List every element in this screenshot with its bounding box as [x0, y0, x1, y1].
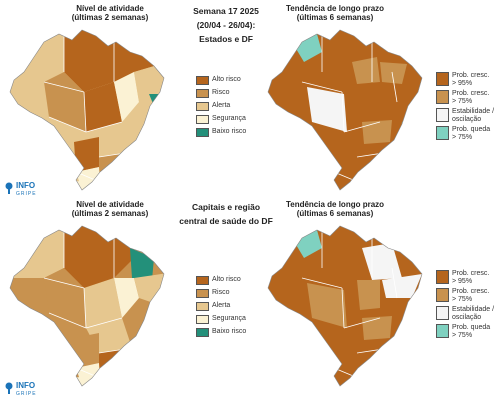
legend-label: Prob. queda > 75%: [452, 126, 491, 141]
legend-swatch: [196, 276, 209, 285]
trend-title-top: Tendência de longo prazo (últimas 6 sema…: [265, 4, 405, 22]
legend-label: Prob. cresc. > 75%: [452, 90, 490, 105]
activity-title-line2: (últimas 2 semanas): [71, 209, 149, 218]
trend-legend-top: Prob. cresc. > 95% Prob. cresc. > 75% Esta…: [436, 72, 500, 152]
legend-label: Estabilidade / oscilação: [452, 108, 495, 123]
virus-icon: [5, 182, 13, 194]
legend-swatch: [196, 89, 209, 98]
legend-swatch: [196, 315, 209, 324]
legend-swatch: [196, 76, 209, 85]
activity-map-capitals: [9, 225, 165, 387]
infogripe-logo-top: INFO GRIPE: [5, 181, 37, 198]
activity-title-bottom: Nível de atividade (últimas 2 semanas): [60, 200, 160, 218]
legend-label: Alto risco: [212, 76, 241, 83]
legend-swatch: [196, 328, 209, 337]
legend-label: Prob. cresc. > 75%: [452, 288, 490, 303]
legend-swatch: [196, 102, 209, 111]
logo-subtext: GRIPE: [16, 391, 37, 397]
center-title-top: Semana 17 2025 (20/04 - 26/04): Estados …: [166, 4, 286, 46]
legend-label: Alto risco: [212, 276, 241, 283]
logo-text: INFO: [16, 181, 36, 190]
trend-title-bottom: Tendência de longo prazo (últimas 6 sema…: [265, 200, 405, 218]
legend-swatch: [436, 108, 449, 122]
legend-swatch: [196, 289, 209, 298]
center-title-top-line2: (20/04 - 26/04):: [196, 20, 256, 30]
trend-legend-bottom: Prob. cresc. > 95% Prob. cresc. > 75% Esta…: [436, 270, 500, 350]
trend-title-line2: (últimas 6 semanas): [296, 13, 374, 22]
legend-swatch: [196, 128, 209, 137]
legend-swatch: [436, 288, 449, 302]
activity-title-line2: (últimas 2 semanas): [71, 13, 149, 22]
center-title-bottom-line1: Capitais e região: [191, 202, 261, 212]
logo-subtext: GRIPE: [16, 191, 37, 197]
legend-label: Baixo risco: [212, 328, 247, 335]
activity-title-line1: Nível de atividade: [76, 4, 144, 13]
legend-swatch: [436, 306, 449, 320]
virus-icon: [5, 382, 13, 394]
legend-label: Alerta: [212, 302, 231, 309]
legend-label: Segurança: [212, 315, 246, 322]
legend-swatch: [436, 90, 449, 104]
legend-label: Alerta: [212, 102, 231, 109]
legend-swatch: [436, 324, 449, 338]
legend-label: Risco: [212, 89, 230, 96]
logo-text: INFO: [16, 381, 36, 390]
infogripe-logo-bottom: INFO GRIPE: [5, 381, 37, 398]
legend-label: Risco: [212, 289, 230, 296]
trend-title-line1: Tendência de longo prazo: [285, 200, 385, 209]
center-title-top-line1: Semana 17 2025: [193, 6, 259, 16]
activity-legend-top: Alto risco Risco Alerta Segurança Baixo …: [196, 76, 266, 156]
legend-swatch: [196, 115, 209, 124]
center-title-bottom: Capitais e região central de saúde do DF: [156, 200, 296, 228]
trend-map-capitals: [267, 225, 423, 387]
activity-map-states: [9, 29, 165, 191]
trend-map-states: [267, 29, 423, 191]
legend-label: Estabilidade / oscilação: [452, 306, 495, 321]
activity-title-line1: Nível de atividade: [76, 200, 144, 209]
trend-title-line2: (últimas 6 semanas): [296, 209, 374, 218]
activity-legend-bottom: Alto risco Risco Alerta Segurança Baixo …: [196, 276, 266, 356]
legend-label: Segurança: [212, 115, 246, 122]
legend-swatch: [436, 270, 449, 284]
center-title-bottom-line2: central de saúde do DF: [179, 216, 273, 226]
legend-label: Prob. cresc. > 95%: [452, 270, 490, 285]
legend-label: Baixo risco: [212, 128, 247, 135]
legend-label: Prob. cresc. > 95%: [452, 72, 490, 87]
trend-title-line1: Tendência de longo prazo: [285, 4, 385, 13]
center-title-top-line3: Estados e DF: [199, 34, 253, 44]
legend-swatch: [436, 126, 449, 140]
legend-label: Prob. queda > 75%: [452, 324, 491, 339]
legend-swatch: [436, 72, 449, 86]
legend-swatch: [196, 302, 209, 311]
activity-title-top: Nível de atividade (últimas 2 semanas): [60, 4, 160, 22]
